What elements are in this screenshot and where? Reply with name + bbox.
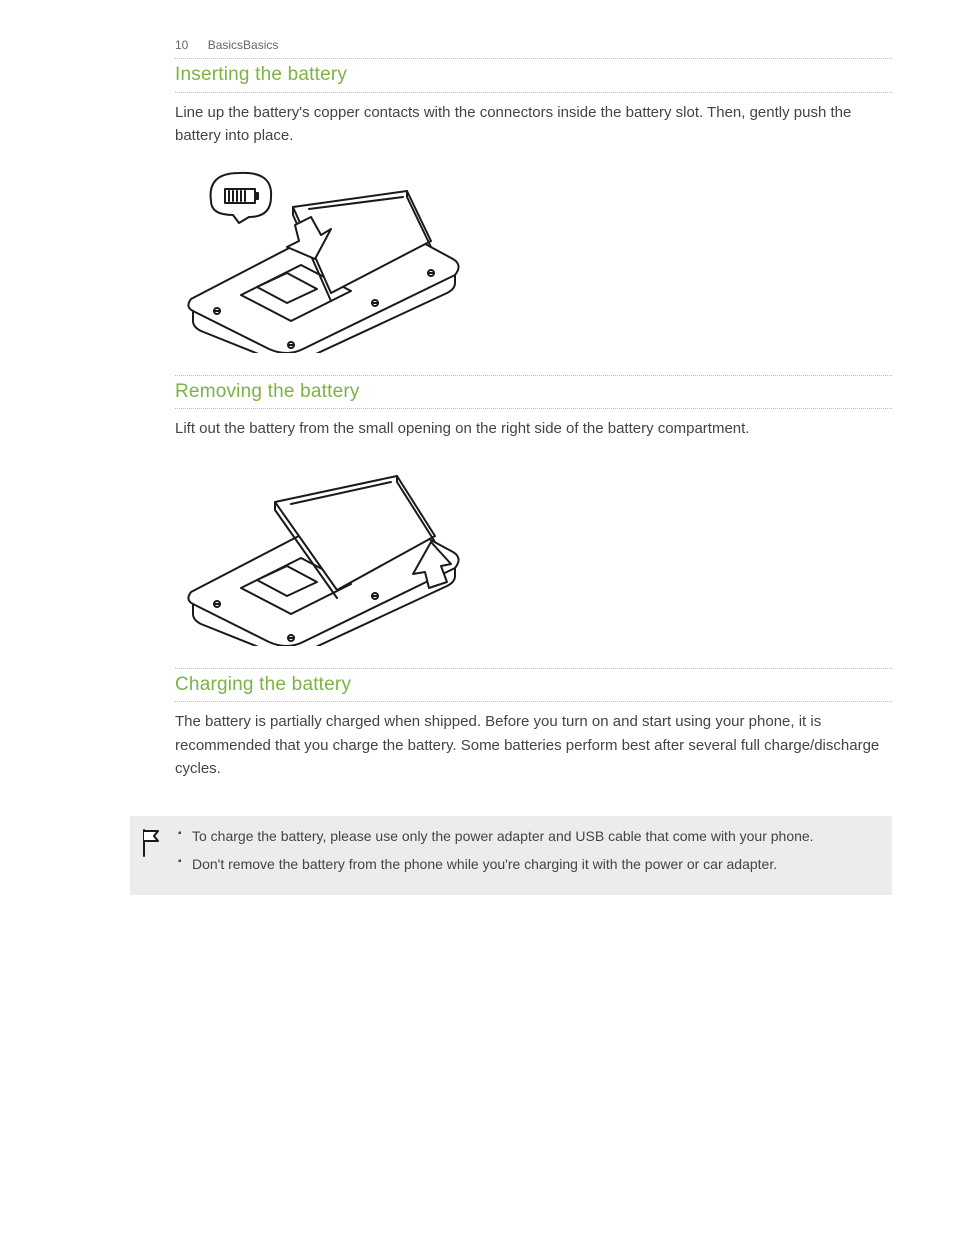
- section-heading-remove: Removing the battery: [130, 376, 892, 409]
- illustration-remove-battery: [130, 450, 892, 668]
- note-callout: To charge the battery, please use only t…: [130, 816, 892, 895]
- note-item: To charge the battery, please use only t…: [178, 826, 868, 848]
- note-item: Don't remove the battery from the phone …: [178, 854, 868, 876]
- section-heading-charge: Charging the battery: [130, 669, 892, 702]
- section-body: The battery is partially charged when sh…: [130, 702, 892, 790]
- section-heading-insert: Inserting the battery: [130, 59, 892, 92]
- document-page: 10 BasicsBasics Inserting the battery Li…: [0, 0, 954, 895]
- page-header: 10 BasicsBasics: [130, 36, 892, 54]
- section-body: Line up the battery's copper contacts wi…: [130, 93, 892, 158]
- page-number: 10: [175, 38, 188, 52]
- phone-remove-svg: [175, 456, 465, 646]
- illustration-insert-battery: [130, 157, 892, 375]
- phone-insert-svg: [175, 163, 465, 353]
- note-list: To charge the battery, please use only t…: [178, 826, 868, 881]
- breadcrumb: BasicsBasics: [208, 38, 279, 52]
- flag-icon: [140, 826, 164, 866]
- section-body: Lift out the battery from the small open…: [130, 409, 892, 450]
